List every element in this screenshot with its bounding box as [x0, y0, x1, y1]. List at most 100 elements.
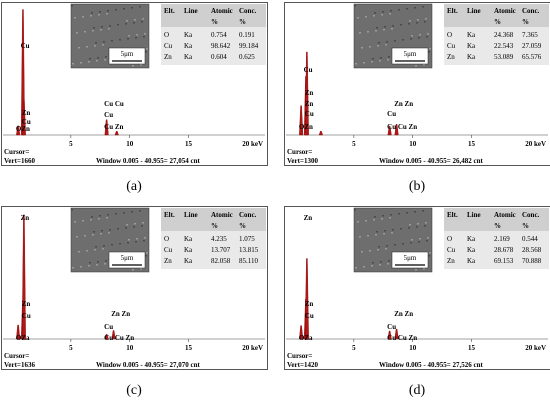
table-cell: 99.184	[239, 42, 259, 50]
table-cell: 13.815	[239, 246, 259, 254]
sem-texture	[386, 41, 388, 43]
sem-texture	[354, 5, 356, 7]
peak-label: Cu	[21, 42, 30, 50]
spectrum-peak	[387, 330, 392, 340]
sem-texture	[123, 212, 125, 214]
sem-texture	[119, 39, 121, 41]
sem-texture	[424, 21, 426, 23]
x-tick-label: 5	[352, 140, 356, 148]
table-header-bg	[161, 4, 266, 27]
sem-texture	[74, 17, 76, 19]
peak-label: Zn	[305, 100, 314, 108]
sem-texture	[357, 17, 359, 19]
sem-texture	[128, 35, 130, 37]
sem-texture	[146, 252, 148, 254]
x-tick-label: 20 keV	[242, 344, 263, 352]
sem-texture	[411, 239, 413, 241]
sem-texture	[390, 10, 392, 12]
sem-texture	[355, 267, 357, 269]
sem-texture	[427, 33, 429, 35]
spectrum-peak	[299, 105, 304, 136]
sem-texture	[142, 18, 144, 20]
sem-texture	[429, 48, 431, 50]
spectrum-peak	[304, 51, 309, 136]
sem-texture	[415, 65, 417, 67]
peak-label: OZn	[299, 123, 313, 131]
sem-texture	[136, 238, 138, 240]
sem-texture	[78, 47, 80, 49]
table-cell: 28.568	[522, 246, 542, 254]
table-header-bg	[444, 208, 549, 231]
sem-texture	[398, 9, 400, 11]
sem-texture	[98, 14, 100, 16]
table-cell: Zn	[164, 257, 172, 265]
window-label: Window 0.005 - 40.955= 26,482 cnt	[379, 157, 483, 165]
sem-texture	[82, 16, 84, 18]
sem-texture	[141, 21, 143, 23]
table-unit: %	[494, 222, 501, 230]
table-header: Conc.	[522, 211, 540, 219]
sem-texture	[78, 251, 80, 253]
table-cell: 82.058	[211, 257, 231, 265]
panel-caption: (a)	[126, 179, 142, 194]
table-header: Line	[467, 7, 481, 15]
sem-texture	[394, 40, 396, 42]
sem-texture	[145, 255, 147, 257]
spectrum-peak	[111, 330, 116, 340]
peak-label: Cu	[305, 110, 314, 118]
peak-label: OZa	[16, 334, 30, 342]
sem-texture	[429, 252, 431, 254]
sem-texture	[389, 13, 391, 15]
sem-texture	[106, 13, 108, 15]
x-tick-label: 15	[185, 140, 193, 148]
table-cell: Ka	[184, 42, 193, 50]
sem-texture	[373, 219, 375, 221]
table-cell: Zn	[447, 257, 455, 265]
table-cell: Ka	[467, 42, 476, 50]
sem-texture	[96, 264, 98, 266]
table-cell: Ka	[467, 53, 476, 61]
sem-texture	[419, 34, 421, 36]
sem-texture	[132, 269, 134, 271]
x-tick-label: 15	[468, 344, 476, 352]
peak-label: Zn Zn	[394, 310, 413, 318]
peak-label: Cu Cu Zn	[104, 334, 134, 342]
table-cell: Ka	[467, 246, 476, 254]
table-cell: Ka	[184, 257, 193, 265]
table-header: Elt.	[447, 211, 458, 219]
sem-texture	[422, 210, 424, 212]
x-tick-label: 20 keV	[525, 140, 546, 148]
sem-texture	[76, 32, 78, 34]
table-cell: 7.365	[522, 31, 538, 39]
table-cell: 0.625	[239, 53, 255, 61]
sem-texture	[90, 219, 92, 221]
sem-texture	[402, 243, 404, 245]
sem-texture	[140, 268, 142, 270]
spectrum-peak	[104, 119, 109, 136]
table-cell: 98.642	[211, 42, 231, 50]
sem-texture	[369, 250, 371, 252]
cursor-label: Cursor=	[287, 148, 312, 156]
sem-texture	[92, 30, 94, 32]
peak-label: Cu	[387, 323, 396, 331]
sem-texture	[391, 28, 393, 30]
sem-texture	[143, 36, 145, 38]
table-cell: O	[164, 235, 169, 243]
sem-texture	[428, 51, 430, 53]
peak-label: OZn	[16, 125, 30, 133]
sem-texture	[409, 224, 411, 226]
x-tick-label: 15	[468, 140, 476, 148]
scale-box	[391, 47, 429, 65]
peak-label: Zn	[22, 300, 31, 308]
sem-texture	[389, 217, 391, 219]
spectrum-peak	[16, 324, 21, 340]
sem-texture	[367, 31, 369, 33]
sem-texture	[357, 221, 359, 223]
sem-texture	[100, 233, 102, 235]
sem-texture	[384, 230, 386, 232]
sem-texture	[424, 225, 426, 227]
table-header: Elt.	[447, 7, 458, 15]
sem-texture	[140, 64, 142, 66]
table-cell: 13.707	[211, 246, 231, 254]
